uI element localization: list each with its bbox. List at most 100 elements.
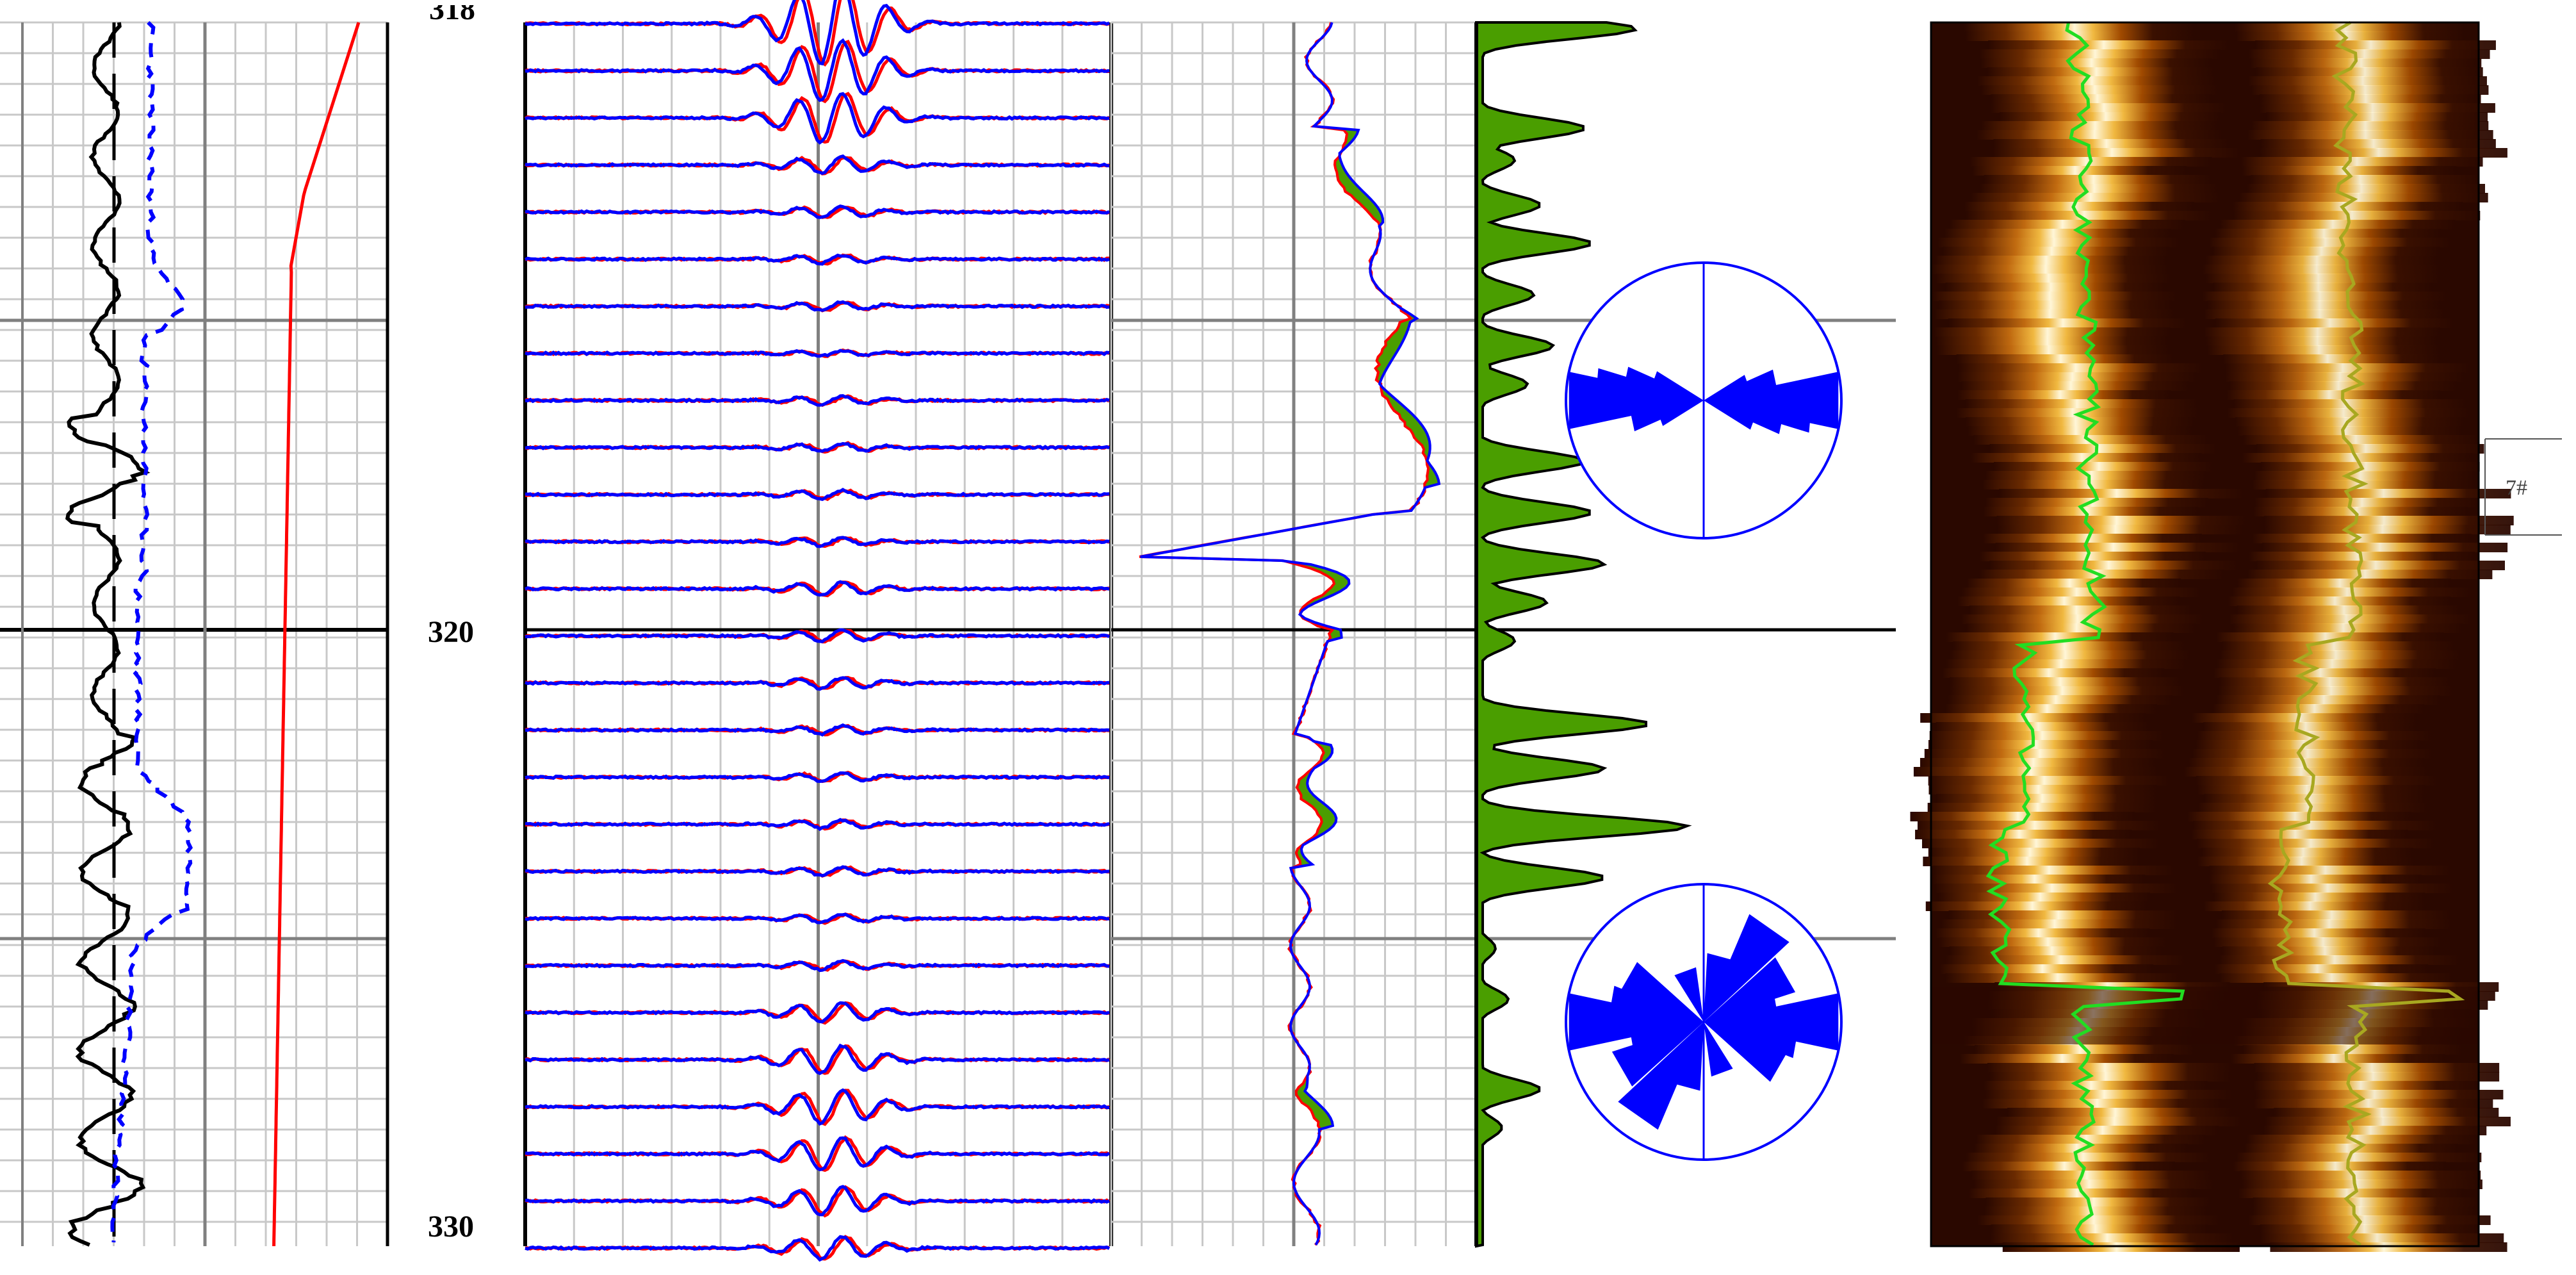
image-band [1936, 336, 2169, 346]
image-band [1936, 794, 2157, 803]
image-band [1984, 1081, 2208, 1090]
image-band [2254, 498, 2479, 507]
image-band [2265, 489, 2511, 498]
image-band [1928, 785, 2157, 794]
image-band [2204, 794, 2425, 803]
image-band [1923, 857, 2140, 866]
image-band [1957, 596, 2180, 606]
image-band [1936, 928, 2150, 938]
image-band [2252, 534, 2472, 543]
image-band [1965, 399, 2198, 409]
image-band [1920, 758, 2156, 768]
overlay-green-fill [1139, 22, 1439, 1245]
image-band [1985, 1090, 2233, 1099]
image-band [1953, 641, 2186, 651]
image-band [1971, 453, 2202, 463]
image-band [2244, 1144, 2458, 1153]
image-band [1948, 695, 2172, 705]
waveform-blue [525, 723, 1110, 737]
waveform-blue [525, 349, 1110, 358]
image-band [1993, 148, 2241, 158]
image-band [1987, 67, 2215, 77]
image-band [1993, 139, 2229, 149]
image-band [2183, 767, 2428, 777]
rose-diagram-2 [1565, 883, 1843, 1161]
image-band [2219, 677, 2450, 687]
track-image-log [1910, 21, 2514, 1252]
rose-petal [1594, 368, 1704, 414]
image-band [2233, 202, 2463, 211]
waveform-blue [525, 38, 1110, 103]
image-band [2247, 184, 2485, 193]
image-band [2247, 1135, 2477, 1144]
image-band [2259, 94, 2481, 104]
image-band [2219, 973, 2453, 983]
rose-petal [1672, 1022, 1704, 1091]
image-band [1999, 489, 2244, 498]
track-green-profile [1474, 21, 1692, 1248]
image-band [1936, 722, 2149, 732]
image-band [2225, 363, 2470, 373]
image-band [1988, 40, 2230, 50]
rose-petal [1704, 375, 1752, 400]
image-band [2203, 265, 2440, 274]
image-band [2208, 875, 2422, 884]
image-band [1993, 462, 2213, 472]
image-band [2236, 31, 2466, 41]
image-band [2205, 274, 2441, 283]
image-band [2007, 1108, 2233, 1117]
image-band [1977, 76, 2216, 86]
image-band [1962, 1162, 2175, 1171]
red-curve [272, 22, 361, 1247]
image-band [1957, 372, 2197, 382]
depth-label-top: 318 [429, 0, 475, 26]
image-green-trace [1985, 22, 2185, 1247]
image-band [2264, 525, 2511, 534]
image-band [2193, 821, 2438, 830]
image-band [2207, 300, 2441, 310]
image-band [2218, 686, 2454, 696]
image-band [2225, 372, 2465, 382]
image-band [2248, 1215, 2491, 1225]
image-band [1927, 803, 2157, 812]
image-band [2215, 229, 2442, 238]
image-band [1976, 1135, 2206, 1144]
image-band [1982, 1099, 2222, 1108]
image-band [1982, 534, 2202, 543]
waveform-blue [525, 441, 1111, 453]
image-band [1924, 749, 2165, 759]
image-band [2260, 1224, 2477, 1234]
waveform-blue [525, 154, 1110, 176]
image-band [1995, 543, 2241, 552]
image-band [1973, 1180, 2215, 1189]
waveform-blue [525, 1136, 1111, 1172]
rose-petal [1656, 400, 1704, 426]
image-band [1991, 103, 2227, 113]
image-band [2237, 579, 2452, 588]
image-band [2204, 327, 2441, 337]
image-band [2234, 22, 2465, 32]
waveform-blue [524, 580, 1110, 597]
image-band [1949, 686, 2185, 696]
rose-petal [1704, 993, 1780, 1025]
image-band [1932, 292, 2177, 301]
image-band [2203, 722, 2417, 732]
image-band [1982, 480, 2206, 489]
image-band [1989, 561, 2238, 570]
image-band [2260, 1233, 2504, 1243]
waveform-blue [525, 771, 1110, 784]
image-band [1969, 605, 2193, 615]
image-band [1946, 632, 2174, 642]
image-band [2203, 901, 2426, 911]
image-band [2233, 399, 2466, 409]
zone-marker-label: 7# [2506, 476, 2527, 500]
image-band [2213, 937, 2441, 947]
image-band [1961, 614, 2204, 624]
image-band [2229, 381, 2458, 391]
image-band [1934, 327, 2171, 337]
image-band [1990, 1233, 2235, 1243]
rose-petal [1611, 1022, 1704, 1087]
image-band [1939, 964, 2154, 974]
image-band [2211, 884, 2454, 893]
image-band [2192, 749, 2433, 759]
